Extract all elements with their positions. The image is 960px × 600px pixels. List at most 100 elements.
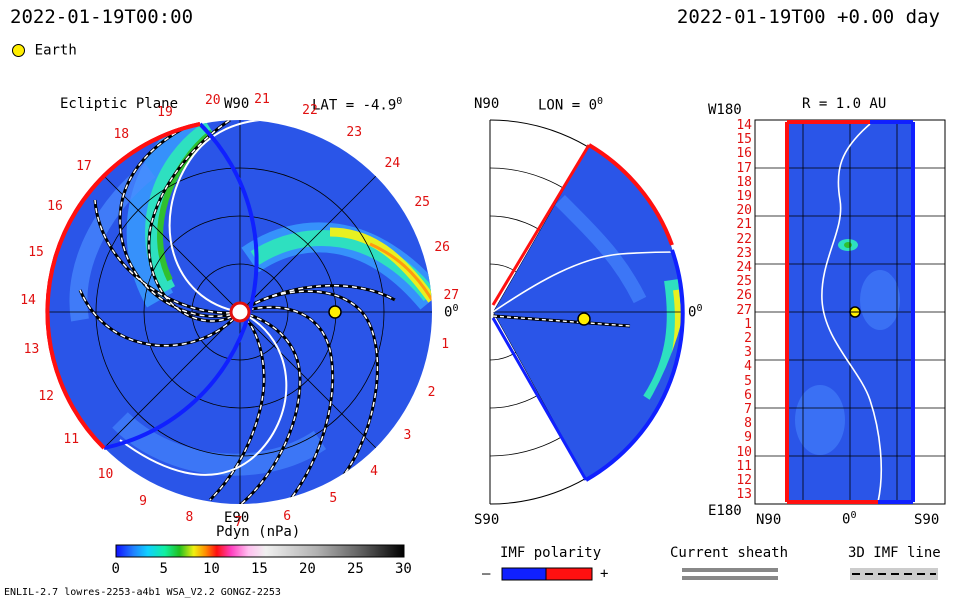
rotation-number: 5 <box>329 491 338 507</box>
rotation-number: 21 <box>254 92 270 108</box>
meridional-right-degree: 0 <box>696 303 703 314</box>
radial-row-label: 6 <box>744 387 752 403</box>
rotation-number: 20 <box>204 92 221 108</box>
lon-value: LON = 0 <box>538 97 598 114</box>
radial-r-label: R = 1.0 AU <box>802 96 887 112</box>
radial-plot <box>754 119 946 505</box>
footer-model-info: ENLIL-2.7 lowres-2253-a4b1 WSA_V2.2 GONG… <box>4 587 281 598</box>
radial-row-label: 19 <box>736 189 752 204</box>
radial-row-label: 5 <box>744 373 752 389</box>
colorbar-tick-label: 20 <box>299 561 316 577</box>
radial-row-label: 11 <box>736 458 752 474</box>
meridional-bottom-label: S90 <box>474 512 500 528</box>
rotation-number: 7 <box>234 514 243 530</box>
lon-degree: 0 <box>597 96 604 107</box>
meridional-lon-label: LON = 00 <box>538 96 603 114</box>
rotation-number: 4 <box>370 463 378 479</box>
rotation-number: 2 <box>427 384 436 400</box>
radial-row-label: 16 <box>736 146 752 162</box>
rotation-number: 16 <box>47 199 63 215</box>
meridional-right-label: 00 <box>688 303 702 321</box>
radial-row-label: 27 <box>736 302 752 318</box>
rotation-number: 10 <box>97 466 114 482</box>
meridional-top-label: N90 <box>474 96 500 112</box>
ecliptic-top-label: W90 <box>224 96 250 112</box>
radial-row-label: 14 <box>736 118 752 133</box>
rotation-number: 18 <box>113 127 130 143</box>
rotation-number: 23 <box>346 124 363 140</box>
imf-positive-swatch <box>545 567 593 581</box>
rotation-number: 13 <box>23 342 40 358</box>
ecliptic-right-label: 00 <box>444 303 458 321</box>
colorbar-tick-label: 5 <box>159 561 168 577</box>
rotation-number: 1 <box>441 337 450 353</box>
radial-row-label: 7 <box>744 402 752 417</box>
imf-polarity-title: IMF polarity <box>500 545 602 561</box>
sheath-swatch-1 <box>682 568 778 572</box>
radial-row-label: 18 <box>736 174 752 190</box>
radial-row-label: 15 <box>736 132 752 148</box>
ecliptic-right-degree: 0 <box>452 303 459 314</box>
imf-plus-label: + <box>600 566 609 582</box>
radial-row-label: 4 <box>744 359 752 375</box>
rotation-number: 9 <box>139 493 147 509</box>
datetime-relative: 2022-01-19T00 +0.00 day <box>676 6 940 28</box>
ecliptic-lat-label: LAT = -4.90 <box>312 96 402 114</box>
rotation-number: 12 <box>38 389 54 405</box>
radial-row-label: 13 <box>736 487 752 503</box>
rotation-number: 19 <box>157 104 173 120</box>
radial-x-zero: 0 <box>842 511 851 528</box>
colorbar-tick-label: 15 <box>251 561 268 577</box>
ecliptic-bottom-label: E90 <box>224 510 250 526</box>
imf3d-title: 3D IMF line <box>848 545 941 561</box>
datetime-title: 2022-01-19T00:00 <box>10 6 194 28</box>
colorbar-tick-label: 25 <box>347 561 364 577</box>
radial-row-label: 8 <box>744 416 752 432</box>
radial-row-label: 23 <box>736 245 752 261</box>
current-sheath-title: Current sheath <box>670 545 789 561</box>
ecliptic-title: Ecliptic Plane <box>60 96 179 112</box>
radial-row-label: 9 <box>744 430 752 446</box>
lat-degree: 0 <box>396 96 403 107</box>
radial-row-label: 10 <box>736 444 752 460</box>
radial-bottom-left-label: E180 <box>708 503 742 519</box>
pdyn-colorbar <box>115 544 405 558</box>
radial-x-label-0: 00 <box>842 510 856 528</box>
rotation-number: 17 <box>76 159 92 175</box>
ecliptic-right-value: 0 <box>444 304 453 321</box>
radial-row-label: 1 <box>744 316 752 332</box>
earth-legend: Earth <box>12 40 77 59</box>
radial-row-label: 25 <box>736 274 752 290</box>
rotation-number: 26 <box>434 239 451 255</box>
rotation-number: 6 <box>283 508 292 524</box>
rotation-number: 14 <box>20 293 36 309</box>
rotation-number: 8 <box>185 509 194 525</box>
colorbar-tick-label: 10 <box>203 561 220 577</box>
lat-value: LAT = -4.9 <box>312 97 397 114</box>
radial-row-label: 20 <box>736 203 752 219</box>
colorbar-tick-label: 30 <box>395 561 412 577</box>
rotation-number: 3 <box>403 427 412 443</box>
rotation-number: 27 <box>443 288 460 304</box>
imf-minus-label: – <box>482 566 491 582</box>
earth-marker-icon <box>12 44 25 57</box>
rotation-number: 22 <box>302 102 318 118</box>
meridional-right-value: 0 <box>688 304 697 321</box>
sheath-swatch-2 <box>682 576 778 580</box>
rotation-number: 24 <box>384 155 401 171</box>
radial-x-label-n90: N90 <box>756 512 782 528</box>
rotation-number: 11 <box>63 431 80 447</box>
radial-row-label: 26 <box>736 288 752 304</box>
radial-row-label: 3 <box>744 345 752 361</box>
radial-row-label: 22 <box>736 231 752 247</box>
radial-row-label: 12 <box>736 473 752 488</box>
radial-x-zero-degree: 0 <box>850 510 857 521</box>
ecliptic-plane-plot <box>45 120 432 504</box>
colorbar-title: Pdyn (nPa) <box>216 524 301 540</box>
radial-top-left-label: W180 <box>708 102 742 118</box>
imf-negative-swatch <box>501 567 547 581</box>
radial-row-label: 24 <box>736 260 752 275</box>
radial-row-label: 21 <box>736 217 752 233</box>
radial-row-label: 17 <box>736 160 752 176</box>
